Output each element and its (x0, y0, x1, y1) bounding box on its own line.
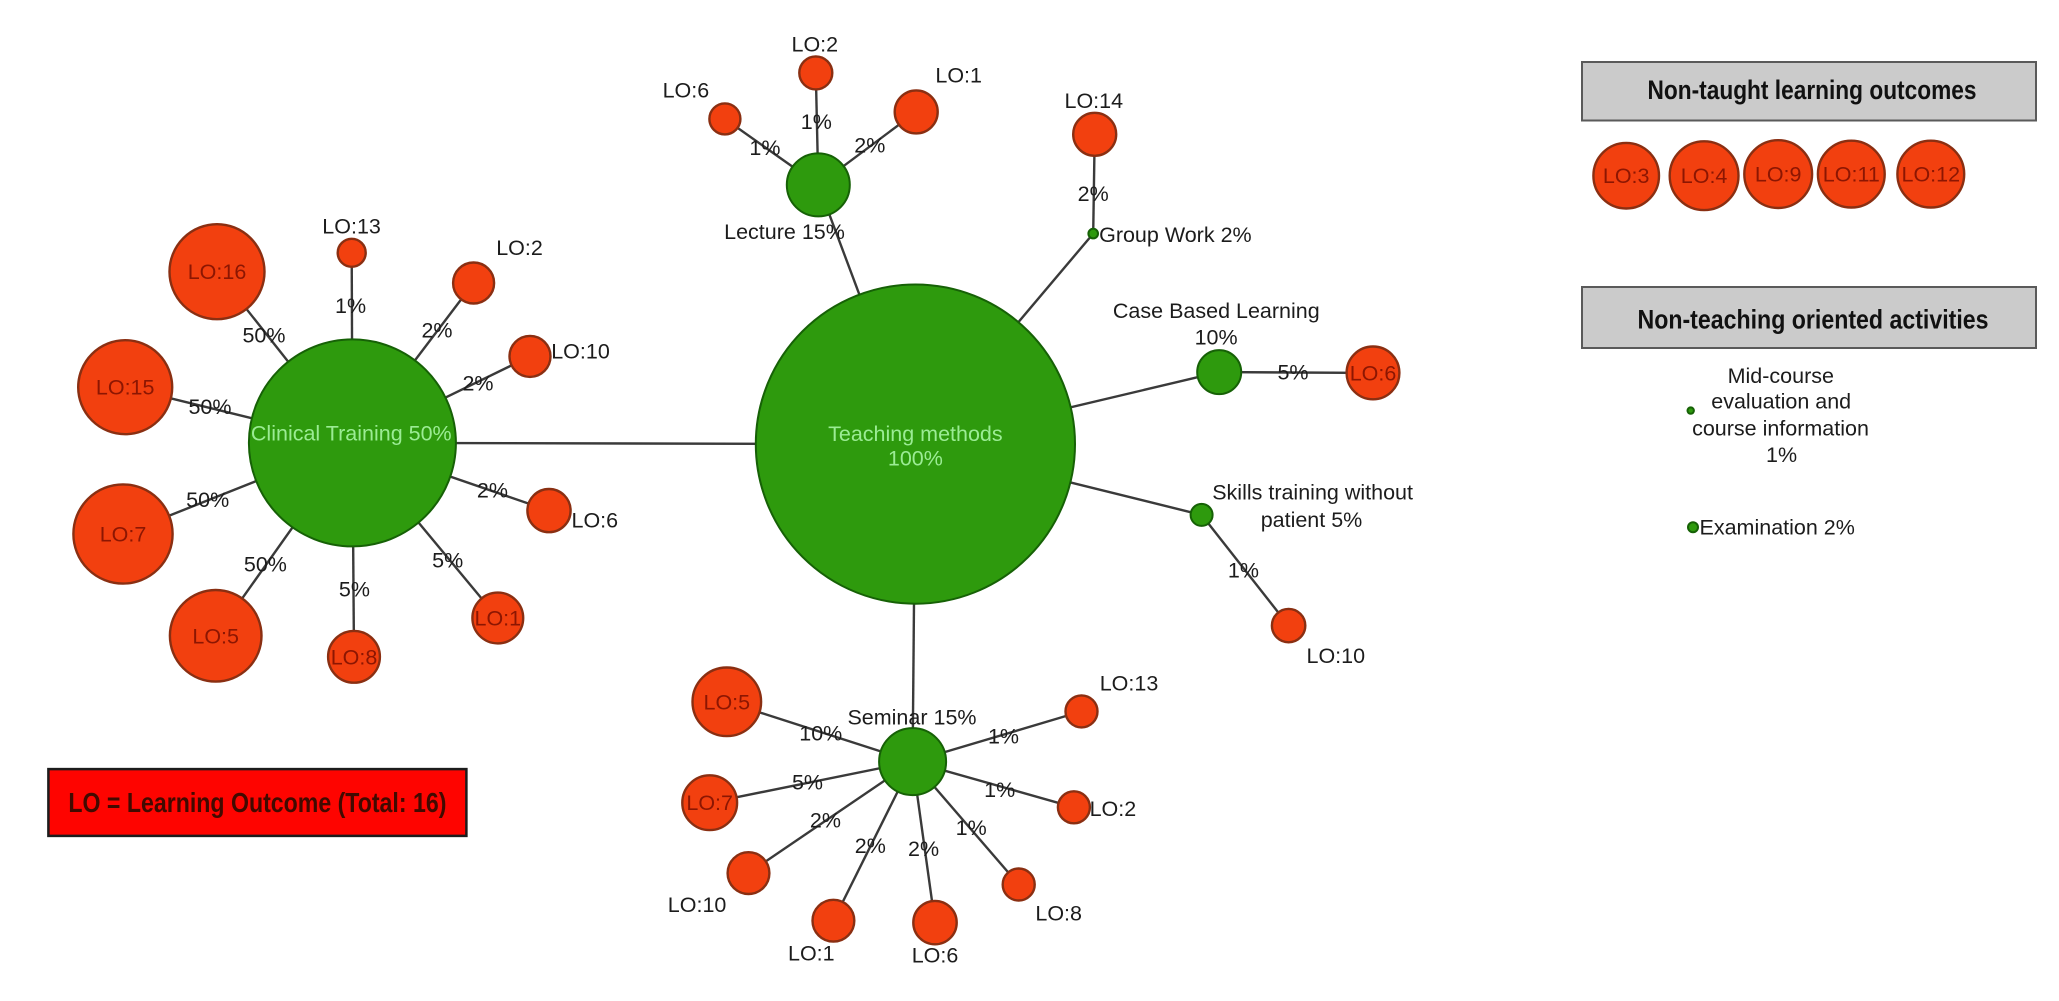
svg-text:evaluation and: evaluation and (1711, 390, 1851, 414)
svg-text:Clinical Training 50%: Clinical Training 50% (251, 421, 452, 445)
svg-text:Examination 2%: Examination 2% (1700, 515, 1855, 539)
svg-text:LO:8: LO:8 (331, 645, 378, 669)
svg-text:LO:10: LO:10 (551, 340, 610, 364)
svg-text:2%: 2% (462, 372, 493, 396)
svg-text:LO:13: LO:13 (322, 214, 381, 238)
svg-text:LO:9: LO:9 (1755, 163, 1802, 187)
svg-text:LO:7: LO:7 (686, 791, 733, 815)
svg-text:LO:6: LO:6 (663, 78, 710, 102)
svg-text:LO:6: LO:6 (571, 508, 618, 532)
svg-text:50%: 50% (186, 488, 229, 512)
svg-text:2%: 2% (854, 133, 885, 157)
svg-text:LO:2: LO:2 (1090, 797, 1137, 821)
svg-text:1%: 1% (1228, 558, 1259, 582)
svg-text:LO:16: LO:16 (188, 260, 247, 284)
svg-text:1%: 1% (335, 294, 366, 318)
svg-text:Non-teaching oriented activiti: Non-teaching oriented activities (1638, 305, 1989, 335)
svg-text:2%: 2% (1078, 182, 1109, 206)
svg-text:LO:5: LO:5 (703, 690, 750, 714)
svg-text:LO:1: LO:1 (935, 63, 982, 87)
svg-text:Non-taught learning outcomes: Non-taught learning outcomes (1648, 75, 1977, 105)
svg-text:Case Based Learning: Case Based Learning (1113, 299, 1320, 323)
svg-text:patient 5%: patient 5% (1261, 508, 1363, 532)
svg-text:1%: 1% (984, 778, 1015, 802)
svg-text:LO:10: LO:10 (668, 893, 727, 917)
svg-text:LO:11: LO:11 (1823, 163, 1880, 187)
svg-text:1%: 1% (1766, 443, 1797, 467)
svg-text:1%: 1% (801, 110, 832, 134)
svg-text:LO:1: LO:1 (474, 607, 521, 631)
svg-text:LO:13: LO:13 (1100, 671, 1159, 695)
svg-text:LO:4: LO:4 (1681, 164, 1728, 188)
svg-text:course information: course information (1692, 417, 1869, 441)
svg-text:LO = Learning Outcome (Total:: LO = Learning Outcome (Total: 16) (68, 787, 446, 818)
svg-text:Group Work 2%: Group Work 2% (1099, 223, 1252, 247)
svg-text:5%: 5% (792, 770, 823, 794)
svg-text:LO:8: LO:8 (1035, 902, 1082, 926)
svg-text:LO:5: LO:5 (192, 624, 239, 648)
svg-text:LO:10: LO:10 (1307, 644, 1366, 668)
svg-text:10%: 10% (799, 722, 842, 746)
svg-text:5%: 5% (432, 549, 463, 573)
svg-text:Seminar 15%: Seminar 15% (847, 706, 976, 730)
svg-text:LO:14: LO:14 (1065, 89, 1124, 113)
svg-text:LO:7: LO:7 (100, 523, 147, 547)
svg-text:2%: 2% (855, 834, 886, 858)
svg-text:5%: 5% (339, 577, 370, 601)
svg-text:LO:6: LO:6 (912, 944, 959, 968)
svg-text:2%: 2% (810, 808, 841, 832)
svg-text:LO:15: LO:15 (96, 376, 155, 400)
svg-text:LO:2: LO:2 (791, 33, 838, 57)
svg-text:10%: 10% (1195, 325, 1238, 349)
svg-text:50%: 50% (242, 323, 285, 347)
svg-text:5%: 5% (1277, 361, 1308, 385)
svg-text:1%: 1% (988, 725, 1019, 749)
svg-text:50%: 50% (244, 553, 287, 577)
svg-text:1%: 1% (956, 816, 987, 840)
svg-text:Teaching methods: Teaching methods (828, 422, 1003, 446)
svg-text:LO:1: LO:1 (788, 942, 835, 966)
svg-text:Mid-course: Mid-course (1728, 364, 1834, 388)
svg-text:LO:12: LO:12 (1902, 163, 1961, 187)
svg-text:Skills training without: Skills training without (1212, 481, 1413, 505)
svg-text:50%: 50% (188, 395, 231, 419)
svg-text:2%: 2% (908, 837, 939, 861)
svg-text:LO:3: LO:3 (1603, 164, 1650, 188)
svg-text:2%: 2% (421, 319, 452, 343)
svg-text:LO:2: LO:2 (496, 236, 543, 260)
svg-text:2%: 2% (477, 479, 508, 503)
svg-text:1%: 1% (749, 136, 780, 160)
svg-text:LO:6: LO:6 (1350, 361, 1397, 385)
svg-text:Lecture 15%: Lecture 15% (724, 220, 845, 244)
svg-text:100%: 100% (888, 447, 943, 471)
